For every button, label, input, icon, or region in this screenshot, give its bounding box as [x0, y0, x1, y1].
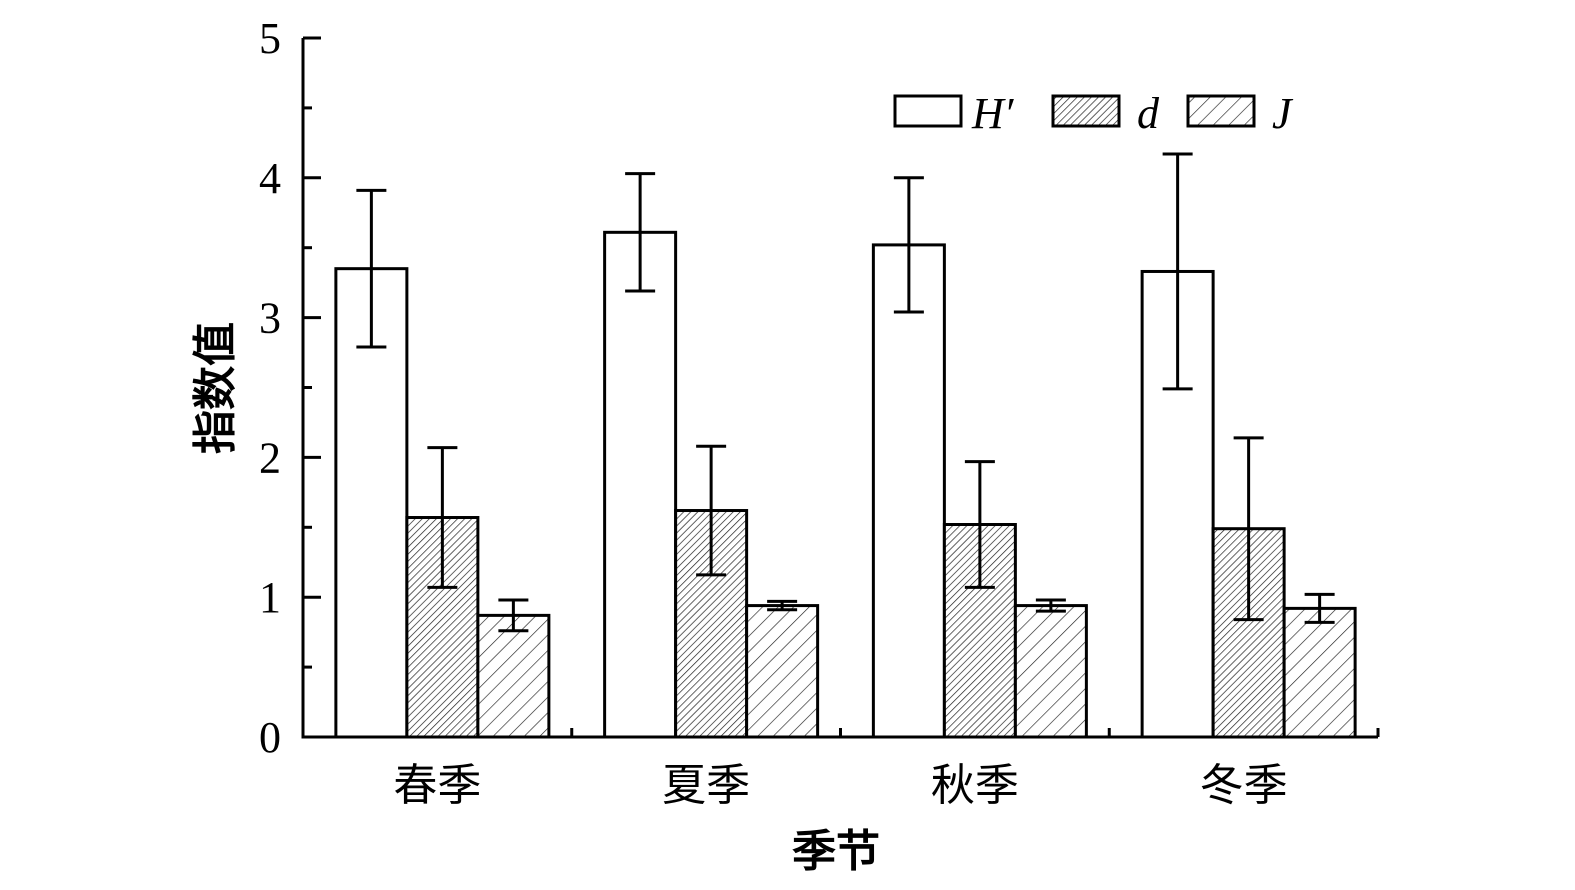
error-bar-3-3 [1035, 598, 1066, 613]
plot-area: 春季 夏季 秋季 冬季 0 1 2 3 4 5 [259, 14, 1380, 811]
bar-3-3 [1013, 604, 1088, 739]
y-tick-label-1: 1 [259, 573, 281, 622]
error-bar-2-2 [696, 444, 727, 577]
error-bar-1-3 [893, 176, 924, 314]
legend-label-3: J [1272, 89, 1294, 138]
bar-3-2 [745, 604, 820, 739]
x-tick-label-1: 春季 [393, 760, 481, 811]
error-bar-3-2 [767, 599, 798, 612]
y-tick-label-3: 3 [259, 294, 281, 343]
x-tick-label-2: 夏季 [662, 760, 750, 811]
bar-3-1 [476, 613, 551, 739]
error-bar-3-1 [498, 598, 529, 633]
legend-label-2: d [1137, 89, 1160, 138]
legend-item-2: d [1051, 89, 1160, 138]
y-tick-label-2: 2 [259, 433, 281, 482]
legend-item-3: J [1186, 89, 1294, 138]
y-tick-label-5: 5 [259, 14, 281, 63]
bar-1-2 [603, 230, 678, 739]
y-axis-title: 指数值 [190, 322, 241, 454]
y-tick-label-4: 4 [259, 154, 281, 203]
legend-swatch-3 [1186, 94, 1256, 128]
legend: H′ d J [893, 89, 1294, 138]
bar-3-4 [1282, 606, 1357, 739]
x-tick-label-3: 秋季 [931, 760, 1019, 811]
x-axis-title: 季节 [792, 826, 880, 877]
error-bar-1-1 [356, 188, 387, 349]
y-tick-label-0: 0 [259, 713, 281, 762]
error-bar-1-2 [625, 172, 656, 293]
error-bar-2-1 [427, 446, 458, 589]
error-bar-2-3 [964, 460, 995, 589]
bar-1-3 [871, 243, 946, 739]
error-bar-2-4 [1233, 436, 1264, 622]
error-bar-1-4 [1162, 152, 1193, 391]
legend-label-1: H′ [971, 89, 1015, 138]
error-bar-3-4 [1304, 592, 1335, 624]
legend-swatch-2 [1051, 94, 1121, 128]
legend-item-1: H′ [893, 89, 1015, 138]
legend-swatch-1 [893, 94, 963, 128]
x-tick-label-4: 冬季 [1200, 760, 1288, 811]
